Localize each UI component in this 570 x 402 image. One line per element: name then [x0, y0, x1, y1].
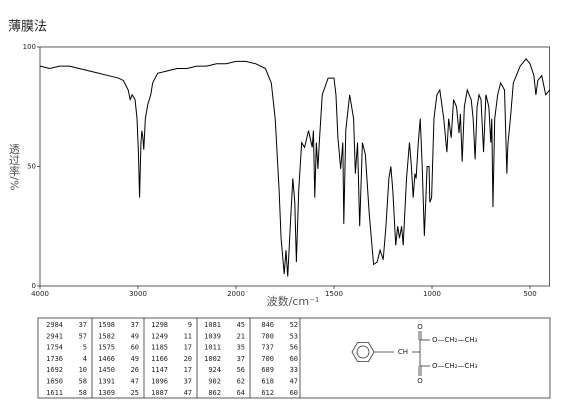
x-tick-label: 3000 — [129, 290, 147, 298]
transmittance-cell: 62 — [237, 378, 245, 386]
transmittance-cell: 49 — [131, 355, 139, 363]
x-tick-label: 4000 — [31, 290, 49, 298]
structure: O CH O—CH₂—CH₃ O—CH₂—CH₃ O — [351, 323, 478, 385]
table-frame — [37, 317, 551, 399]
x-tick-label: 500 — [523, 290, 536, 298]
wavenumber-cell: 618 — [261, 378, 274, 386]
atom-label: O — [417, 377, 423, 385]
wavenumber-cell: 1369 — [98, 389, 115, 397]
plot-frame — [39, 46, 551, 287]
transmittance-cell: 11 — [184, 332, 192, 340]
wavenumber-cell: 700 — [261, 355, 274, 363]
wavenumber-cell: 1011 — [204, 344, 221, 352]
transmittance-cell: 17 — [184, 344, 192, 352]
transmittance-cell: 17 — [184, 366, 192, 374]
wavenumber-cell: 1298 — [151, 321, 168, 329]
transmittance-cell: 37 — [79, 321, 87, 329]
wavenumber-cell: 1002 — [204, 355, 221, 363]
wavenumber-cell: 902 — [208, 378, 221, 386]
transmittance-cell: 37 — [131, 321, 139, 329]
transmittance-cell: 25 — [131, 389, 139, 397]
atom-label: O—CH₂—CH₃ — [432, 336, 478, 344]
wavenumber-cell: 1039 — [204, 332, 221, 340]
transmittance-cell: 21 — [237, 332, 245, 340]
transmittance-cell: 49 — [131, 332, 139, 340]
wavenumber-cell: 1081 — [204, 321, 221, 329]
transmittance-cell: 10 — [79, 366, 87, 374]
atom-label: CH — [398, 348, 408, 356]
wavenumber-cell: 1754 — [46, 344, 63, 352]
transmittance-cell: 5 — [83, 344, 87, 352]
wavenumber-cell: 862 — [208, 389, 221, 397]
wavenumber-cell: 1166 — [151, 355, 168, 363]
wavenumber-cell: 1466 — [98, 355, 115, 363]
transmittance-cell: 47 — [184, 389, 192, 397]
transmittance-cell: 47 — [290, 378, 298, 386]
wavenumber-cell: 1736 — [46, 355, 63, 363]
transmittance-cell: 9 — [188, 321, 192, 329]
transmittance-cell: 37 — [237, 355, 245, 363]
transmittance-cell: 60 — [290, 355, 298, 363]
y-tick-label: 0 — [32, 282, 36, 290]
transmittance-cell: 26 — [131, 366, 139, 374]
wavenumber-cell: 1249 — [151, 332, 168, 340]
chart-title: 薄膜法 — [8, 20, 47, 35]
transmittance-cell: 33 — [290, 366, 298, 374]
transmittance-cell: 57 — [79, 332, 87, 340]
benzene-ring — [351, 342, 375, 362]
y-axis-label: 透过率/% — [8, 143, 21, 190]
wavenumber-cell: 1087 — [151, 389, 168, 397]
transmittance-cell: 37 — [184, 378, 192, 386]
wavenumber-cell: 1450 — [98, 366, 115, 374]
y-tick-label: 50 — [27, 163, 36, 171]
wavenumber-cell: 2941 — [46, 332, 63, 340]
y-tick-label: 100 — [23, 43, 36, 51]
transmittance-cell: 56 — [290, 344, 298, 352]
transmittance-cell: 52 — [290, 321, 298, 329]
transmittance-cell: 4 — [83, 355, 87, 363]
wavenumber-cell: 1575 — [98, 344, 115, 352]
wavenumber-cell: 1611 — [46, 389, 63, 397]
transmittance-cell: 58 — [79, 389, 87, 397]
aromatic-circle — [356, 345, 370, 359]
transmittance-cell: 60 — [131, 344, 139, 352]
wavenumber-cell: 1692 — [46, 366, 63, 374]
transmittance-cell: 64 — [237, 389, 245, 397]
atom-label: O—CH₂—CH₃ — [432, 362, 478, 370]
transmittance-cell: 60 — [290, 389, 298, 397]
wavenumber-cell: 1391 — [98, 378, 115, 386]
transmittance-cell: 47 — [131, 378, 139, 386]
wavenumber-cell: 1582 — [98, 332, 115, 340]
transmittance-cell: 45 — [237, 321, 245, 329]
wavenumber-cell: 689 — [261, 366, 274, 374]
x-tick-label: 2000 — [227, 290, 245, 298]
wavenumber-cell: 924 — [208, 366, 221, 374]
wavenumber-cell: 1147 — [151, 366, 168, 374]
wavenumber-cell: 2984 — [46, 321, 63, 329]
transmittance-cell: 58 — [79, 378, 87, 386]
wavenumber-cell: 780 — [261, 332, 274, 340]
transmittance-cell: 56 — [237, 366, 245, 374]
wavenumber-cell: 1598 — [98, 321, 115, 329]
spectrum-line — [39, 58, 550, 277]
atom-label: O — [417, 323, 423, 331]
wavenumber-cell: 612 — [261, 389, 274, 397]
wavenumber-cell: 846 — [261, 321, 274, 329]
x-tick-label: 1000 — [423, 290, 441, 298]
x-tick-label: 1500 — [325, 290, 343, 298]
wavenumber-cell: 1096 — [151, 378, 168, 386]
wavenumber-cell: 737 — [261, 344, 274, 352]
wavenumber-cell: 1185 — [151, 344, 168, 352]
transmittance-cell: 35 — [237, 344, 245, 352]
transmittance-cell: 20 — [184, 355, 192, 363]
wavenumber-cell: 1650 — [46, 378, 63, 386]
transmittance-cell: 53 — [290, 332, 298, 340]
x-axis-label: 波数/cm⁻¹ — [267, 295, 320, 308]
